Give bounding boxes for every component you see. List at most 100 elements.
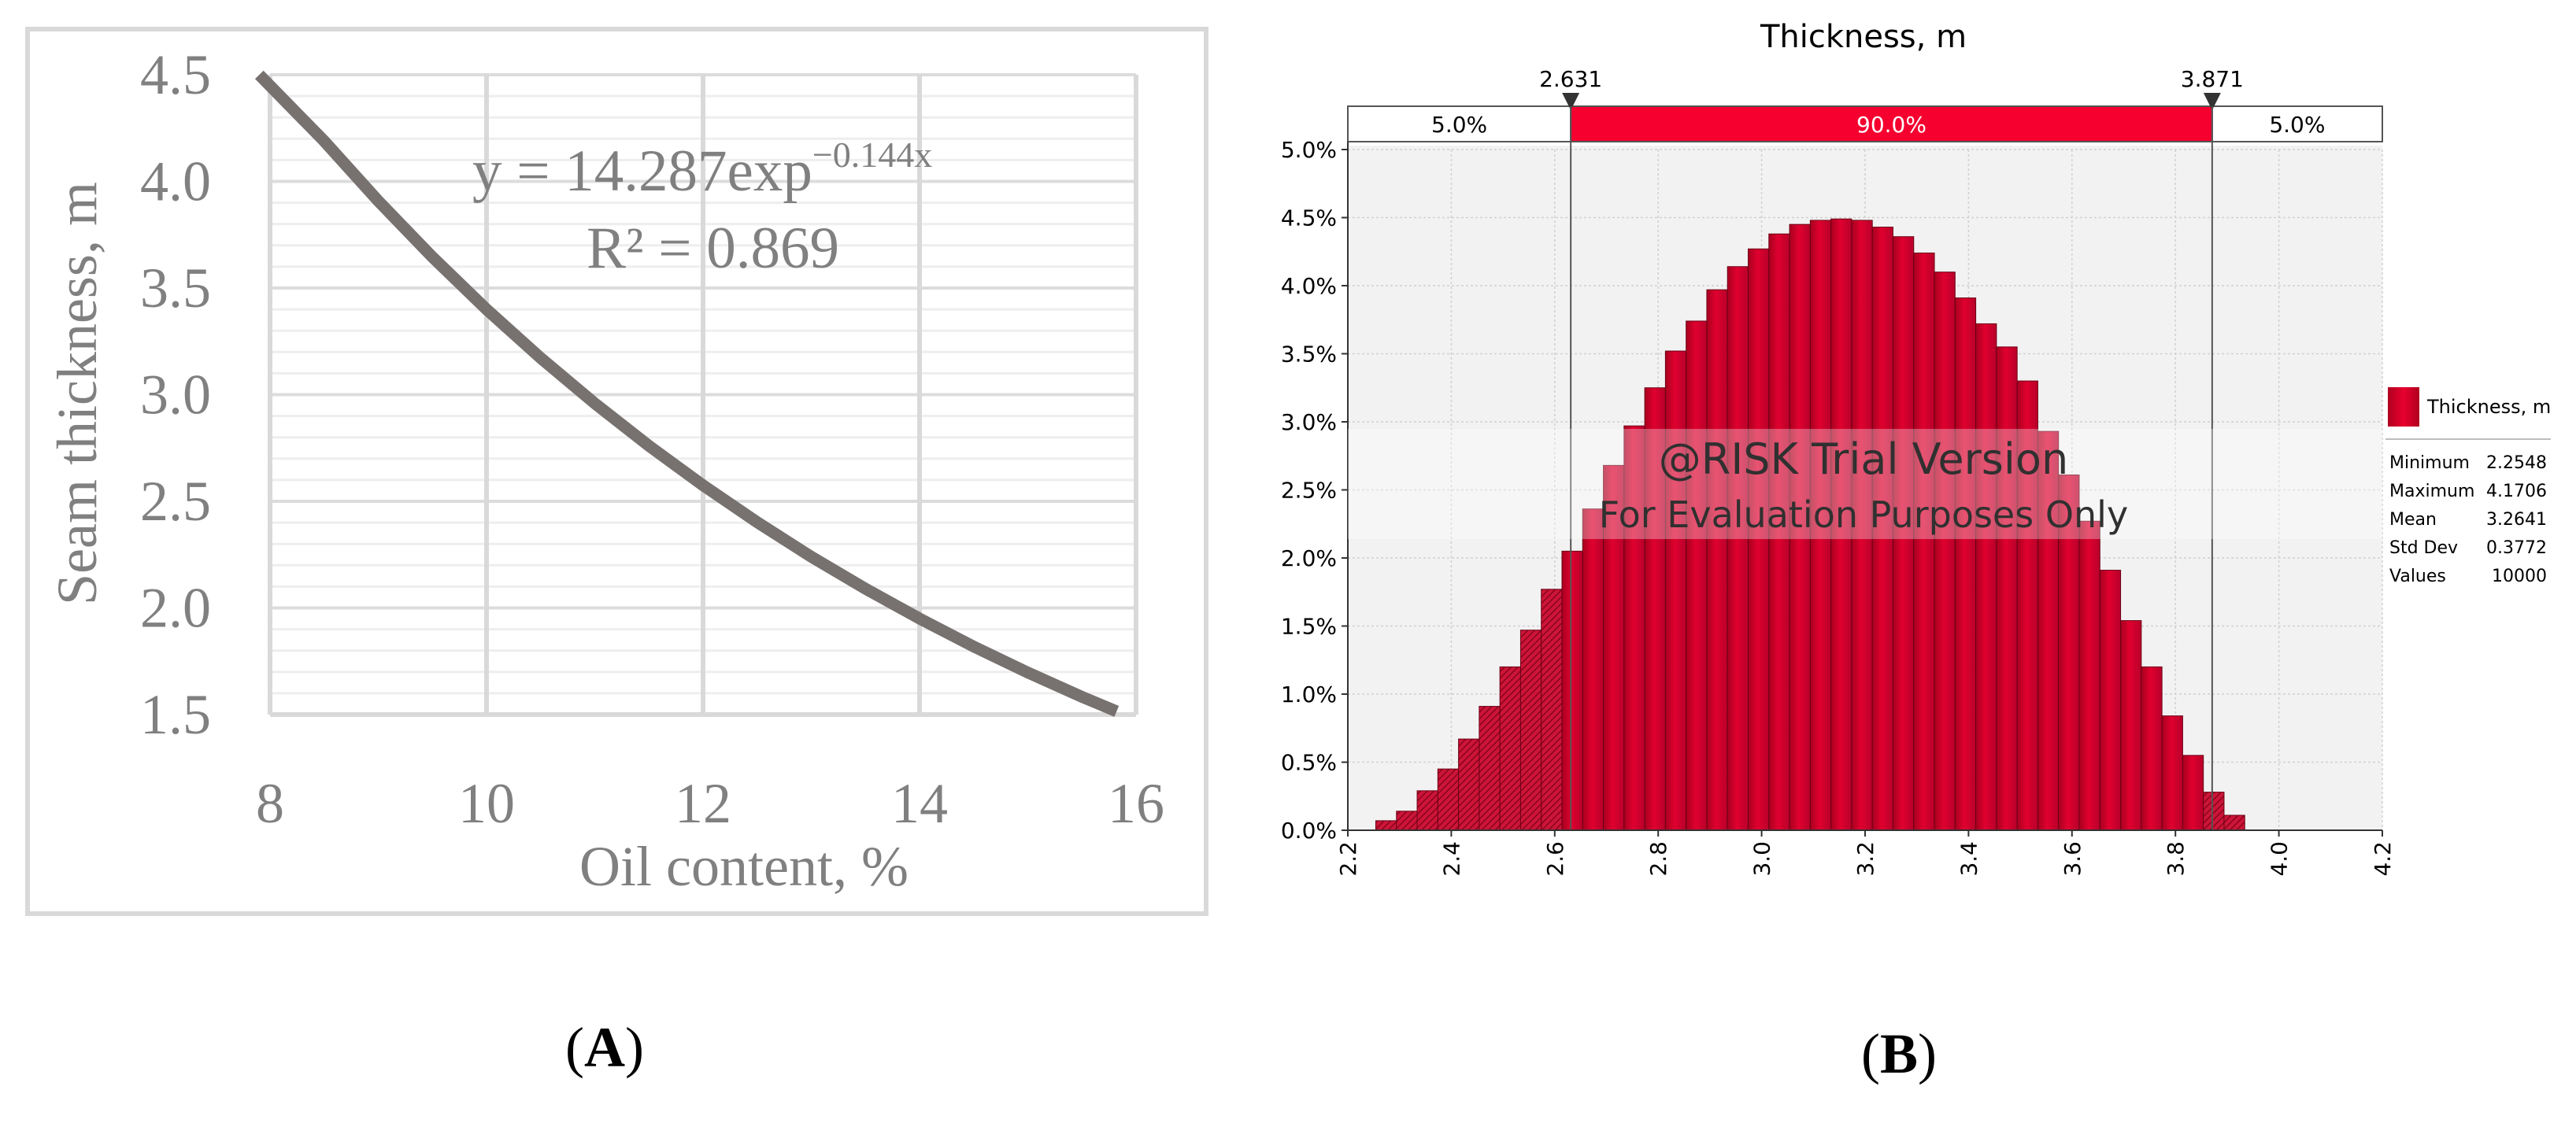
histogram-bar	[1437, 768, 1460, 831]
percentile-label-middle: 90.0%	[1856, 112, 1926, 138]
y-tick-label: 5.0%	[1281, 137, 1337, 163]
histogram-bar	[1561, 550, 1583, 831]
stats-label: Mean	[2389, 510, 2437, 530]
histogram-bar	[2182, 755, 2204, 831]
x-tick-label: 3.0	[1749, 841, 1775, 877]
y-tick-label: 2.5%	[1281, 478, 1337, 504]
left-marker-triangle-icon[interactable]	[1562, 93, 1580, 110]
histogram-bar	[1396, 811, 1418, 831]
y-tick-label: 3.0	[140, 364, 211, 427]
stats-label: Std Dev	[2389, 538, 2458, 558]
histogram-bar	[1541, 589, 1563, 831]
y-tick-label: 4.0	[140, 150, 211, 213]
chart-a-y-tick-labels: 4.5 4.0 3.5 3.0 2.5 2.0 1.5	[140, 43, 211, 746]
histogram-bar	[2058, 474, 2080, 831]
stats-table: Minimum 2.2548 Maximum 4.1706 Mean 3.2641 Std …	[2389, 453, 2547, 586]
y-tick-label: 3.5%	[1281, 342, 1337, 368]
stats-label: Maximum	[2389, 482, 2474, 501]
histogram-bar	[1375, 820, 1397, 831]
histogram-bar	[2161, 715, 2183, 831]
chart-b-percentile-band: 5.0% 90.0% 5.0% 2.631 3.871	[1347, 66, 2383, 142]
histogram-bar	[1727, 266, 1749, 831]
y-tick-label: 0.0%	[1281, 818, 1337, 844]
histogram-bar	[1768, 233, 1790, 831]
x-tick-label: 2.2	[1335, 841, 1361, 877]
chart-a: 4.5 4.0 3.5 3.0 2.5 2.0 1.5 8 10 12 14 16 y = 14.2…	[25, 27, 1208, 916]
histogram-bar	[2203, 792, 2225, 831]
histogram-bar	[1892, 236, 1915, 831]
chart-b-title: Thickness, m	[1760, 19, 1967, 55]
y-tick-label: 2.5	[140, 470, 211, 533]
histogram-bar	[1913, 252, 1935, 831]
chart-a-equation: y = 14.287exp−0.144x	[472, 135, 932, 204]
x-tick-label: 4.2	[2370, 841, 2396, 877]
histogram-bar	[1934, 272, 1956, 831]
histogram-bar	[1748, 248, 1770, 831]
histogram-bar	[1519, 630, 1542, 831]
right-marker-triangle-icon[interactable]	[2203, 93, 2221, 110]
x-tick-label: 3.2	[1852, 841, 1878, 877]
stats-value: 10000	[2492, 567, 2547, 586]
chart-b-bars	[1375, 218, 2245, 831]
y-tick-label: 1.5	[140, 683, 211, 746]
x-tick-label: 3.6	[2060, 841, 2086, 877]
chart-b-y-tick-labels: 0.0% 0.5% 1.0% 1.5% 2.0% 2.5% 3.0% 3.5% 4.0% 4.5%…	[1281, 137, 1348, 844]
percentile-label-right: 5.0%	[2269, 112, 2325, 138]
y-tick-label: 1.5%	[1281, 614, 1337, 640]
chart-a-frame	[25, 27, 1208, 916]
legend-swatch	[2388, 387, 2419, 427]
y-tick-label: 2.0	[140, 577, 211, 640]
x-tick-label: 16	[1108, 772, 1164, 835]
histogram-bar	[2078, 520, 2100, 831]
y-tick-label: 4.5%	[1281, 205, 1337, 231]
caption-a: (A)	[565, 1016, 644, 1079]
stats-value: 0.3772	[2486, 538, 2547, 558]
histogram-bar	[1975, 323, 1997, 831]
histogram-bar	[1954, 297, 1977, 831]
histogram-bar	[1479, 706, 1501, 831]
x-tick-label: 3.4	[1956, 841, 1982, 877]
histogram-bar	[1582, 508, 1604, 831]
chart-a-r-squared: R² = 0.869	[587, 216, 839, 281]
histogram-bar	[1996, 346, 2018, 831]
stats-value: 3.2641	[2486, 510, 2547, 530]
stats-label: Values	[2389, 567, 2446, 586]
x-tick-label: 14	[891, 772, 948, 835]
y-tick-label: 1.0%	[1281, 682, 1337, 707]
histogram-bar	[1871, 227, 1893, 831]
stats-label: Minimum	[2389, 453, 2470, 473]
histogram-bar	[1809, 220, 1832, 831]
x-tick-label: 2.8	[1645, 841, 1671, 877]
watermark-line1: @RISK Trial Version	[1659, 434, 2068, 484]
histogram-bar	[1416, 790, 1438, 831]
histogram-bar	[2120, 620, 2142, 831]
histogram-bar	[1686, 320, 1708, 831]
chart-b-x-tick-labels: 2.2 2.4 2.6 2.8 3.0 3.2 3.4 3.6 3.8 4.0 4.2	[1335, 830, 2396, 877]
histogram-bar	[1644, 387, 1666, 831]
y-tick-label: 3.5	[140, 257, 211, 320]
histogram-bar	[1499, 666, 1521, 831]
chart-a-axes	[268, 75, 1136, 717]
chart-a-x-axis-label: Oil content, %	[579, 835, 909, 898]
left-marker-value: 2.631	[1539, 66, 1602, 92]
caption-b: (B)	[1861, 1022, 1937, 1085]
histogram-bar	[1851, 220, 1873, 831]
chart-a-y-axis-label: Seam thickness, m	[46, 182, 109, 605]
x-tick-label: 12	[675, 772, 731, 835]
histogram-bar	[1664, 350, 1687, 831]
chart-a-fit-curve	[254, 70, 1120, 717]
x-tick-label: 3.8	[2163, 841, 2189, 877]
histogram-bar	[1623, 425, 1645, 831]
x-tick-label: 10	[458, 772, 515, 835]
x-tick-label: 2.4	[1438, 841, 1464, 877]
legend-label: Thickness, m	[2426, 396, 2551, 418]
stats-value: 2.2548	[2486, 453, 2547, 473]
chart-a-gridlines	[268, 73, 1138, 716]
histogram-bar	[1830, 218, 1852, 831]
histogram-bar	[2141, 666, 2163, 831]
y-tick-label: 4.5	[140, 43, 211, 106]
watermark-band	[1348, 429, 2382, 539]
percentile-label-left: 5.0%	[1431, 112, 1487, 138]
y-tick-label: 4.0%	[1281, 273, 1337, 299]
